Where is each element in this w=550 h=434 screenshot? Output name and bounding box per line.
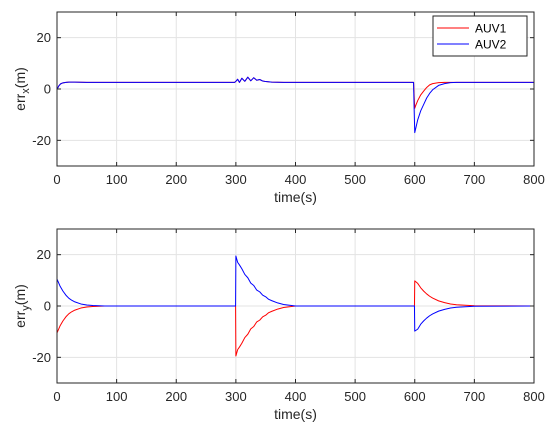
chart-1: 0 100 200 300 400 500 600 700 800 -20 0 20 time(s) er… xyxy=(12,228,545,422)
chart-0-legend: AUV1 AUV2 xyxy=(432,15,528,57)
chart-0-xlabel: time(s) xyxy=(274,189,317,205)
chart-1-xtick-label-8: 800 xyxy=(523,389,545,404)
chart-1-ylabel-unit: (m) xyxy=(12,284,28,305)
chart-1-ylabel-sub: y xyxy=(20,305,32,311)
chart-0-legend-box xyxy=(432,15,528,57)
chart-1-xtick-label-4: 400 xyxy=(285,389,307,404)
chart-0-ylabel-main: err xyxy=(12,93,28,110)
chart-1-xlabel: time(s) xyxy=(274,406,317,422)
chart-1-series-auv1 xyxy=(57,280,534,357)
chart-0-ylabel-sub: x xyxy=(20,88,32,94)
chart-0-xtick-label-2: 200 xyxy=(165,172,187,187)
chart-1-xtick-label-3: 300 xyxy=(225,389,247,404)
chart-0-legend-label-0: AUV1 xyxy=(475,22,507,36)
chart-0-xtick-label-1: 100 xyxy=(106,172,128,187)
chart-0-series-auv2 xyxy=(57,76,534,134)
chart-0-ylabel-unit: (m) xyxy=(12,67,28,88)
chart-0-xtick-label-7: 700 xyxy=(464,172,486,187)
chart-0-ylabel: errx(m) xyxy=(12,67,32,111)
chart-1-xtick-label-5: 500 xyxy=(344,389,366,404)
chart-1-ylabel-main: err xyxy=(12,310,28,327)
chart-1-ytick-label-0: -20 xyxy=(32,350,51,365)
chart-1-xtick-label-1: 100 xyxy=(106,389,128,404)
chart-0-ytick-label-0: -20 xyxy=(32,133,51,148)
chart-0-legend-label-1: AUV2 xyxy=(475,38,507,52)
chart-1-series-auv2 xyxy=(57,255,534,332)
chart-0: 0 100 200 300 400 500 600 700 800 -20 0 20 time(s) er… xyxy=(12,11,545,205)
chart-1-xtick-label-2: 200 xyxy=(165,389,187,404)
chart-1-ylabel: erry(m) xyxy=(12,284,32,328)
chart-0-xtick-label-0: 0 xyxy=(53,172,60,187)
chart-1-xtick-label-6: 600 xyxy=(404,389,426,404)
chart-0-xtick-label-8: 800 xyxy=(523,172,545,187)
chart-0-ytick-label-2: 20 xyxy=(37,30,51,45)
chart-0-xtick-label-5: 500 xyxy=(344,172,366,187)
chart-0-xtick-label-6: 600 xyxy=(404,172,426,187)
chart-0-xtick-label-3: 300 xyxy=(225,172,247,187)
chart-1-ytick-label-1: 0 xyxy=(44,299,51,314)
chart-0-xtick-label-4: 400 xyxy=(285,172,307,187)
chart-1-ytick-label-2: 20 xyxy=(37,247,51,262)
chart-1-xtick-label-7: 700 xyxy=(464,389,486,404)
chart-1-xtick-label-0: 0 xyxy=(53,389,60,404)
chart-0-ytick-label-1: 0 xyxy=(44,82,51,97)
